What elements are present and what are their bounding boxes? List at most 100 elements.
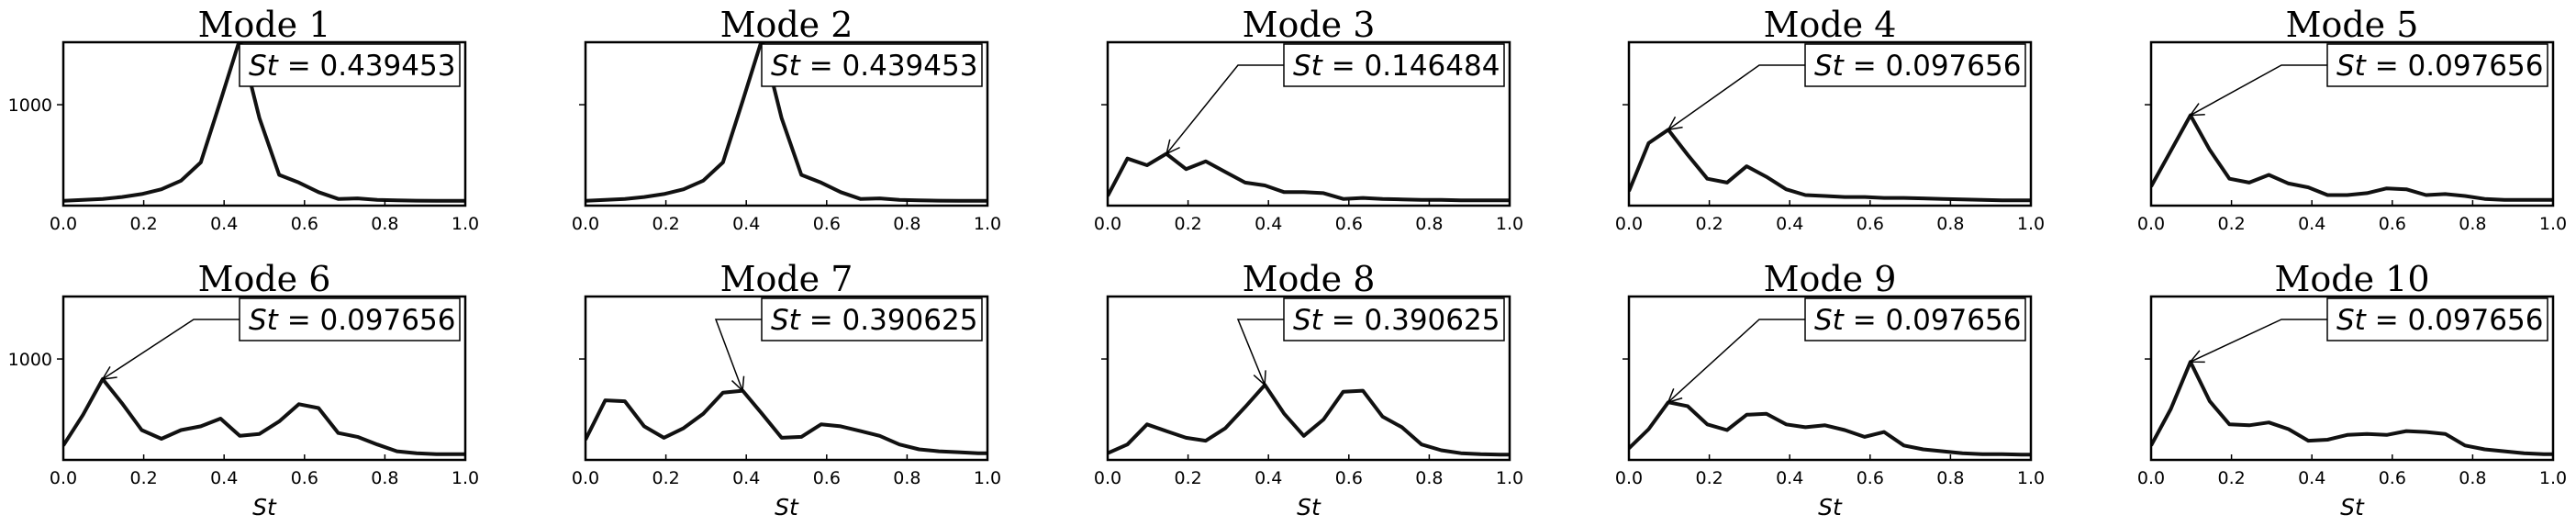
x-tick-label: 1.0 [2539, 468, 2567, 488]
axes-frame [584, 295, 989, 462]
x-tick-label: 0.4 [2298, 468, 2325, 488]
x-tick-label: 1.0 [1496, 468, 1523, 488]
x-tick-label: 0.8 [371, 214, 398, 234]
annotation-value: = 0.097656 [1844, 50, 2022, 83]
axes-frame [61, 40, 467, 207]
annotation-arrowhead [731, 375, 745, 393]
annotation-value: = 0.097656 [1844, 304, 2022, 337]
annotation-value: = 0.390625 [1322, 304, 1500, 337]
axes-frame [584, 40, 989, 207]
annotation-label: St = 0.390625 [771, 304, 977, 337]
x-axis-label: St [1297, 494, 1321, 520]
x-tick-label: 1.0 [452, 468, 479, 488]
x-tick-label: 0.4 [1776, 468, 1803, 488]
x-tick-label: 0.0 [572, 214, 599, 234]
annotation-label: St = 0.097656 [1814, 50, 2021, 83]
x-tick-label: 1.0 [452, 214, 479, 234]
annotation-label: St = 0.439453 [771, 50, 977, 83]
panel-title: Mode 9 [1764, 259, 1897, 299]
x-tick-label: 0.4 [732, 468, 760, 488]
x-tick-label: 0.8 [893, 468, 920, 488]
annotation-arrowhead [1667, 116, 1683, 131]
x-axis-label: St [775, 494, 799, 520]
x-tick-label: 0.2 [1174, 468, 1201, 488]
annotation-label: St = 0.146484 [1293, 50, 1500, 83]
panel-title: Mode 3 [1243, 5, 1376, 45]
x-axis-label: St [2340, 494, 2365, 520]
x-tick-label: 0.0 [50, 468, 77, 488]
x-tick-label: 0.0 [1094, 214, 1121, 234]
annotation-value: = 0.439453 [278, 50, 456, 83]
axes-frame [1627, 295, 2033, 462]
x-tick-label: 1.0 [974, 468, 1001, 488]
panel-title: Mode 2 [720, 5, 853, 45]
x-tick-label: 0.4 [1255, 468, 1282, 488]
annotation-arrowhead [1253, 370, 1266, 386]
annotation-label: St = 0.439453 [249, 50, 455, 83]
x-tick-label: 0.4 [210, 468, 238, 488]
axes-frame [2149, 295, 2555, 462]
annotation-value: = 0.097656 [2366, 304, 2544, 337]
annotation-arrowhead [1165, 139, 1180, 155]
annotation-variable: St [249, 50, 280, 83]
x-tick-label: 0.6 [813, 468, 841, 488]
x-tick-label: 0.8 [1936, 214, 1964, 234]
x-tick-label: 0.6 [2379, 468, 2406, 488]
x-tick-label: 0.8 [371, 468, 398, 488]
x-tick-label: 0.2 [129, 468, 157, 488]
annotation-arrowhead [2189, 103, 2205, 117]
x-tick-label: 0.6 [1857, 468, 1884, 488]
x-tick-label: 0.6 [2379, 214, 2406, 234]
annotation-value: = 0.390625 [800, 304, 978, 337]
x-tick-label: 0.4 [2298, 214, 2325, 234]
annotation-arrowhead [2189, 350, 2205, 364]
x-tick-label: 0.0 [2137, 468, 2165, 488]
annotation-box [2326, 43, 2548, 87]
annotation-variable: St [1814, 50, 1846, 83]
x-tick-label: 0.2 [1174, 214, 1201, 234]
x-axis-label: St [1818, 494, 1843, 520]
x-tick-label: 0.8 [2459, 468, 2486, 488]
axes-frame [1627, 40, 2033, 207]
x-tick-label: 0.0 [50, 214, 77, 234]
x-tick-label: 0.8 [1936, 468, 1964, 488]
x-tick-label: 0.2 [1695, 214, 1723, 234]
annotation-label: St = 0.097656 [249, 304, 455, 337]
annotation-value: = 0.146484 [1322, 50, 1500, 83]
axes-frame [1106, 295, 1511, 462]
annotation-box [1283, 297, 1505, 341]
annotation-label: St = 0.097656 [2336, 304, 2543, 337]
x-tick-label: 0.6 [291, 468, 318, 488]
panel-title: Mode 5 [2286, 5, 2419, 45]
panel-title: Mode 6 [198, 259, 331, 299]
axes-frame [61, 295, 467, 462]
x-tick-label: 0.0 [2137, 214, 2165, 234]
annotation-box [761, 43, 983, 87]
annotation-box [1283, 43, 1505, 87]
x-tick-label: 0.0 [1615, 468, 1643, 488]
chart-panel-2: Mode 2 0.0 0.2 0.4 0.6 0.8 1.0 St = 0.439453 [572, 5, 1001, 234]
x-tick-label: 1.0 [2017, 214, 2045, 234]
panel-title: Mode 7 [720, 259, 853, 299]
x-tick-label: 1.0 [2017, 468, 2045, 488]
annotation-box [1804, 297, 2026, 341]
x-tick-label: 0.8 [1415, 468, 1443, 488]
annotation-variable: St [2336, 50, 2368, 83]
series-line [1629, 128, 2031, 203]
annotation-arrow [1667, 64, 1805, 130]
x-tick-label: 0.4 [732, 214, 760, 234]
annotation-value: = 0.439453 [800, 50, 978, 83]
annotation-variable: St [1293, 304, 1324, 337]
series-line [2151, 113, 2553, 202]
annotation-variable: St [2336, 304, 2368, 337]
series-line [1108, 383, 1510, 457]
annotation-label: St = 0.097656 [1814, 304, 2021, 337]
annotation-arrow [102, 319, 240, 380]
x-tick-label: 0.4 [210, 214, 238, 234]
chart-panel-1: Mode 1 0.0 0.2 0.4 0.6 0.8 1.0 1000 St = 0.43945… [8, 5, 479, 234]
